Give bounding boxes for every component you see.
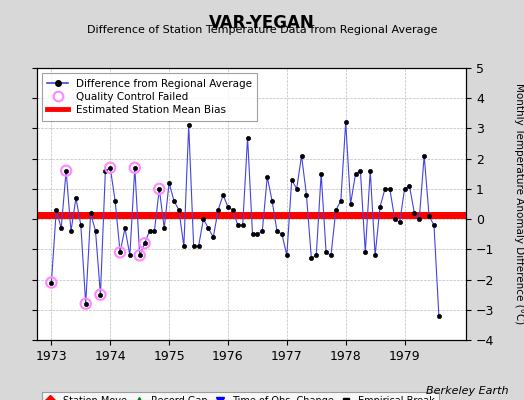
Difference from Regional Average: [283, 253, 290, 258]
Difference from Regional Average: [220, 192, 226, 197]
Quality Control Failed: [82, 300, 90, 307]
Quality Control Failed: [136, 252, 144, 258]
Difference from Regional Average: [343, 120, 349, 125]
Quality Control Failed: [106, 164, 114, 171]
Y-axis label: Monthly Temperature Anomaly Difference (°C): Monthly Temperature Anomaly Difference (…: [514, 83, 524, 325]
Difference from Regional Average: [313, 253, 320, 258]
Text: Difference of Station Temperature Data from Regional Average: Difference of Station Temperature Data f…: [87, 25, 437, 35]
Quality Control Failed: [116, 249, 124, 256]
Quality Control Failed: [155, 186, 163, 192]
Difference from Regional Average: [298, 153, 304, 158]
Text: VAR-YEGAN: VAR-YEGAN: [209, 14, 315, 32]
Legend: Station Move, Record Gap, Time of Obs. Change, Empirical Break: Station Move, Record Gap, Time of Obs. C…: [41, 392, 439, 400]
Difference from Regional Average: [48, 280, 54, 285]
Text: Berkeley Earth: Berkeley Earth: [426, 386, 508, 396]
Quality Control Failed: [47, 279, 56, 286]
Quality Control Failed: [140, 240, 149, 246]
Quality Control Failed: [62, 168, 70, 174]
Line: Difference from Regional Average: Difference from Regional Average: [49, 120, 441, 318]
Difference from Regional Average: [397, 220, 403, 224]
Difference from Regional Average: [279, 232, 285, 237]
Quality Control Failed: [96, 292, 105, 298]
Quality Control Failed: [130, 164, 139, 171]
Difference from Regional Average: [436, 314, 442, 318]
